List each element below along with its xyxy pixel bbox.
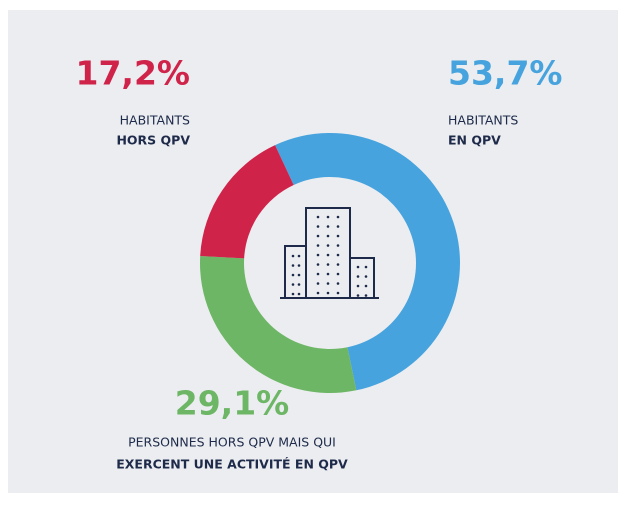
icon-dot: [326, 253, 330, 257]
icon-dot: [326, 282, 330, 285]
icon-dot: [326, 215, 330, 219]
icon-dot: [291, 283, 295, 286]
category-label: HABITANTS: [448, 113, 518, 128]
icon-dot: [326, 234, 330, 238]
icon-dot: [356, 294, 360, 297]
icon-dot: [316, 282, 320, 285]
icon-dot: [364, 275, 368, 278]
icon-dot: [297, 283, 301, 286]
icon-dot: [316, 215, 320, 219]
background: [8, 10, 618, 493]
donut-segment: [275, 133, 461, 391]
icon-dot: [316, 272, 320, 276]
category-label: HORS QPV: [116, 133, 190, 148]
icon-dot: [316, 253, 320, 257]
icon-dot: [316, 244, 320, 247]
icon-dot: [326, 291, 330, 295]
icon-dot: [291, 254, 295, 258]
icon-dot: [336, 215, 340, 219]
icon-dot: [364, 265, 368, 269]
icon-dot: [336, 244, 340, 247]
category-label: EXERCENT UNE ACTIVITÉ EN QPV: [116, 457, 348, 472]
value-label: 53,7%: [448, 54, 563, 93]
icon-dot: [364, 284, 368, 288]
icon-dot: [326, 272, 330, 276]
icon-dot: [297, 292, 301, 296]
icon-dot: [336, 291, 340, 295]
category-label: PERSONNES HORS QPV MAIS QUI: [128, 435, 336, 450]
icon-dot: [364, 294, 368, 297]
value-label: 29,1%: [175, 384, 290, 423]
category-label: EN QPV: [448, 133, 501, 148]
icon-dot: [326, 244, 330, 247]
icon-dot: [291, 264, 295, 267]
icon-dot: [336, 282, 340, 285]
icon-dot: [336, 225, 340, 228]
icon-dot: [316, 291, 320, 295]
value-label: 17,2%: [76, 54, 191, 93]
category-label: HABITANTS: [120, 113, 190, 128]
icon-dot: [356, 275, 360, 278]
icon-dot: [291, 273, 295, 277]
icon-dot: [297, 264, 301, 267]
icon-dot: [356, 284, 360, 288]
icon-dot: [336, 263, 340, 266]
icon-dot: [336, 253, 340, 257]
icon-dot: [291, 292, 295, 296]
icon-dot: [356, 265, 360, 269]
icon-dot: [336, 234, 340, 238]
icon-dot: [297, 254, 301, 258]
icon-dot: [316, 234, 320, 238]
icon-dot: [336, 272, 340, 276]
icon-dot: [297, 273, 301, 277]
donut-segment: [200, 256, 357, 393]
building-icon: [280, 207, 379, 299]
icon-dot: [326, 225, 330, 228]
icon-dot: [316, 263, 320, 266]
icon-dot: [326, 263, 330, 266]
icon-dot: [316, 225, 320, 228]
donut-segment: [200, 145, 294, 259]
